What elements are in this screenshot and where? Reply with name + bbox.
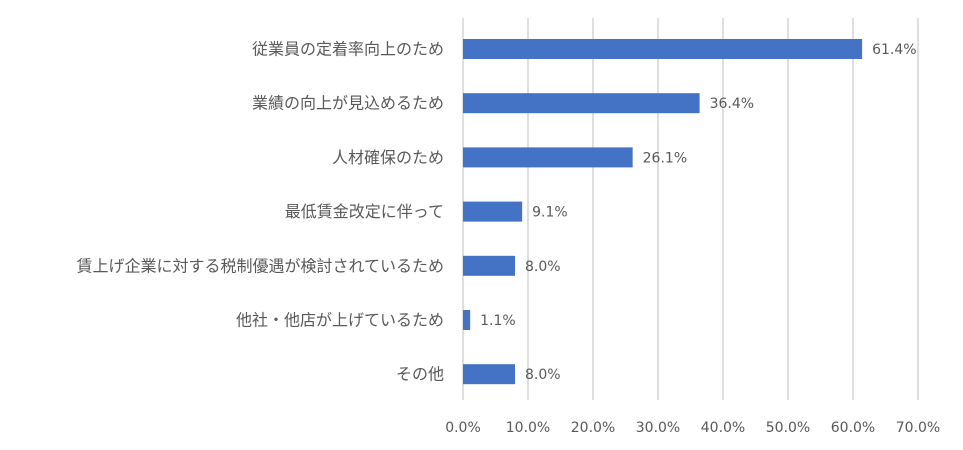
category-label: 他社・他店が上げているため — [236, 311, 444, 330]
category-label: 従業員の定着率向上のため — [252, 40, 444, 59]
bar — [463, 310, 471, 330]
category-label: 人材確保のため — [332, 148, 444, 167]
x-tick-label: 20.0% — [571, 420, 615, 436]
data-label: 36.4% — [710, 96, 754, 112]
bars — [463, 39, 863, 385]
data-label: 26.1% — [643, 150, 687, 166]
x-tick-label: 30.0% — [636, 420, 680, 436]
data-label: 8.0% — [525, 259, 561, 275]
data-labels: 61.4% 36.4% 26.1% 9.1% 8.0% 1.1% 8.0% — [480, 42, 916, 383]
category-labels: 従業員の定着率向上のため業績の向上が見込めるため人材確保のため最低賃金改定に伴っ… — [76, 40, 444, 384]
bar — [463, 39, 863, 59]
data-label: 8.0% — [525, 367, 561, 383]
data-label: 61.4% — [872, 42, 916, 58]
data-label: 9.1% — [532, 205, 568, 221]
gridlines — [462, 18, 919, 400]
x-tick-label: 40.0% — [701, 420, 745, 436]
x-tick-label: 70.0% — [896, 420, 940, 436]
bar — [463, 147, 633, 168]
category-label: 賃上げ企業に対する税制優遇が検討されているため — [76, 256, 444, 275]
x-axis-tick-labels: 0.0% 10.0% 20.0% 30.0% 40.0% 50.0% 60.0% 70.0% — [445, 420, 940, 436]
category-label: 業績の向上が見込めるため — [252, 94, 444, 113]
bar — [463, 364, 515, 385]
x-tick-label: 50.0% — [766, 420, 810, 436]
bar — [463, 255, 515, 276]
category-label: その他 — [396, 365, 444, 384]
x-tick-label: 0.0% — [445, 420, 481, 436]
x-tick-label: 10.0% — [506, 420, 550, 436]
data-label: 1.1% — [480, 313, 516, 329]
bar — [463, 201, 523, 222]
x-tick-label: 60.0% — [831, 420, 875, 436]
bar — [463, 93, 700, 114]
category-label: 最低賃金改定に伴って — [285, 202, 444, 221]
